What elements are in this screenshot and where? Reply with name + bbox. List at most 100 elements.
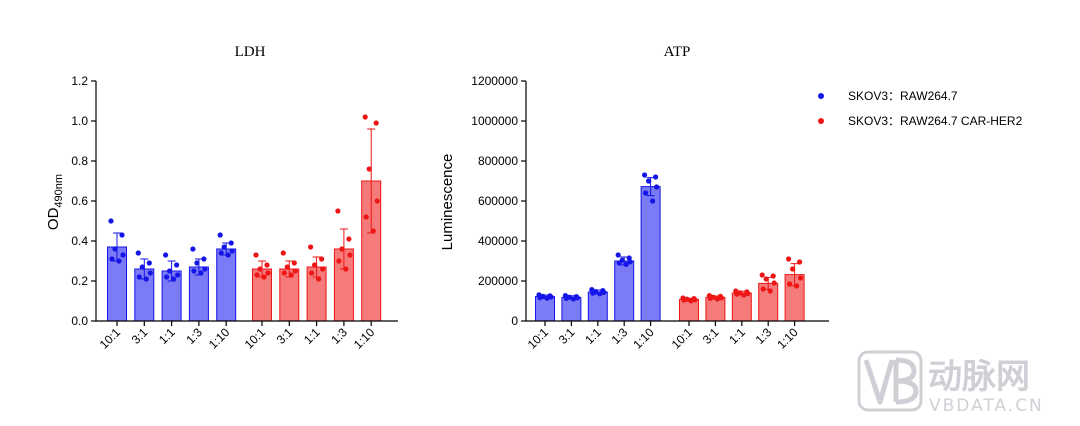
atp-data-point	[601, 289, 607, 295]
ldh-y-tick-label: 0.2	[71, 274, 88, 288]
atp-data-point	[787, 281, 793, 287]
ldh-data-point	[280, 250, 286, 256]
watermark-cn-text: 动脉网	[928, 357, 1030, 397]
ldh-data-point	[370, 228, 376, 234]
ldh-data-point	[254, 272, 260, 278]
atp-data-point	[627, 259, 633, 265]
atp-bar-series1-1	[535, 296, 555, 322]
ldh-data-point	[218, 250, 224, 256]
ldh-data-point	[264, 262, 270, 268]
ldh-y-axis-title: OD490nm	[45, 174, 65, 230]
atp-data-point	[790, 266, 796, 272]
ldh-data-point	[163, 252, 169, 258]
ldh-axes	[95, 81, 398, 322]
atp-data-point	[770, 273, 776, 279]
ldh-data-point	[284, 264, 290, 270]
ldh-bar-series1-5	[216, 248, 237, 322]
ldh-data-point	[135, 250, 141, 256]
atp-bar-series2-3	[731, 292, 752, 322]
ldh-y-tick-label: 0.0	[71, 314, 88, 328]
ldh-data-point	[109, 256, 115, 262]
atp-bar-series1-3	[587, 291, 608, 322]
ldh-data-point	[339, 246, 345, 252]
ldh-x-tick-label: 10:1	[242, 325, 269, 352]
ldh-data-point	[346, 236, 352, 242]
atp-x-tick-label: 1:3	[753, 325, 775, 347]
atp-data-point	[574, 295, 581, 301]
ldh-x-tick-label: 3:1	[129, 325, 151, 347]
ldh-x-ticks: 10:1 3:1 1:1 1:3 1:10 10:1 3:1 1:1 1:3 1:10	[97, 321, 378, 352]
ldh-data-point	[336, 258, 342, 264]
atp-data-point	[548, 294, 554, 300]
atp-x-tick-label: 10:1	[525, 325, 552, 352]
atp-bar-series1-5	[640, 186, 661, 322]
atp-x-tick-label: 1:1	[582, 325, 604, 347]
atp-x-tick-label: 1:1	[726, 325, 748, 347]
ldh-data-point	[112, 246, 118, 252]
ldh-x-tick-label: 1:3	[183, 325, 205, 347]
atp-x-tick-label: 3:1	[700, 325, 722, 347]
ldh-data-point	[291, 260, 297, 266]
atp-x-ticks: 10:1 3:1 1:1 1:3 1:10 10:1 3:1 1:1 1:3 1:10	[525, 321, 801, 352]
ldh-data-point	[217, 232, 223, 238]
atp-bar-series2-1	[679, 298, 699, 322]
atp-data-point	[714, 296, 721, 302]
atp-bar-series2-2	[705, 296, 726, 322]
atp-data-point	[590, 290, 596, 296]
legend-marker-series-1	[818, 93, 824, 99]
atp-data-point	[741, 292, 747, 298]
atp-data-point	[707, 295, 714, 301]
atp-y-tick-label: 800000	[478, 154, 518, 168]
ldh-data-point	[108, 218, 114, 224]
atp-data-point	[650, 198, 656, 204]
atp-data-point	[745, 291, 751, 297]
ldh-data-point	[198, 270, 204, 276]
ldh-data-point	[312, 262, 318, 268]
ldh-data-point	[116, 258, 122, 264]
atp-data-point	[797, 259, 803, 265]
ldh-data-point	[174, 262, 180, 268]
ldh-y-axis-title-main: OD	[45, 207, 62, 230]
ldh-data-point	[320, 266, 326, 272]
atp-data-point	[646, 178, 652, 184]
ldh-y-tick-label: 1.0	[71, 114, 88, 128]
atp-y-tick-label: 600000	[478, 194, 518, 208]
legend-label-series-1: SKOV3：RAW264.7	[848, 89, 958, 103]
atp-data-point	[771, 280, 777, 286]
ldh-y-tick-label: 0.4	[71, 234, 88, 248]
ldh-data-point	[281, 270, 287, 276]
ldh-data-point	[171, 276, 177, 282]
atp-x-tick-label: 1:3	[609, 325, 631, 347]
ldh-x-tick-label: 3:1	[274, 325, 296, 347]
ldh-data-point	[190, 246, 196, 252]
ldh-bars	[107, 114, 382, 322]
watermark-en-text: VBDATA.CN	[929, 396, 1044, 416]
ldh-data-point	[147, 270, 153, 276]
ldh-data-point	[167, 268, 173, 274]
ldh-x-tick-label: 10:1	[97, 325, 124, 352]
ldh-data-point	[201, 256, 207, 262]
ldh-x-tick-label: 1:10	[206, 325, 233, 352]
ldh-x-tick-label: 1:1	[156, 325, 178, 347]
atp-data-point	[563, 295, 570, 301]
ldh-x-tick-label: 1:10	[351, 325, 378, 352]
ldh-x-tick-label: 1:1	[301, 325, 323, 347]
ldh-y-tick-label: 0.6	[71, 194, 88, 208]
atp-bar-series1-2	[561, 296, 582, 322]
ldh-data-point	[366, 166, 372, 172]
atp-data-point	[653, 174, 659, 180]
ldh-y-axis-title-sub: 490nm	[53, 174, 65, 208]
ldh-data-point	[316, 276, 322, 282]
ldh-data-point	[319, 256, 325, 262]
atp-x-tick-label: 1:10	[630, 325, 657, 352]
ldh-data-point	[146, 260, 152, 266]
ldh-data-point	[253, 252, 259, 258]
atp-data-point	[681, 297, 687, 303]
atp-axes	[525, 81, 829, 322]
ldh-data-point	[139, 264, 145, 270]
atp-data-point	[767, 288, 773, 294]
atp-data-point	[759, 272, 765, 278]
atp-data-point	[760, 286, 766, 292]
atp-data-point	[718, 295, 725, 301]
